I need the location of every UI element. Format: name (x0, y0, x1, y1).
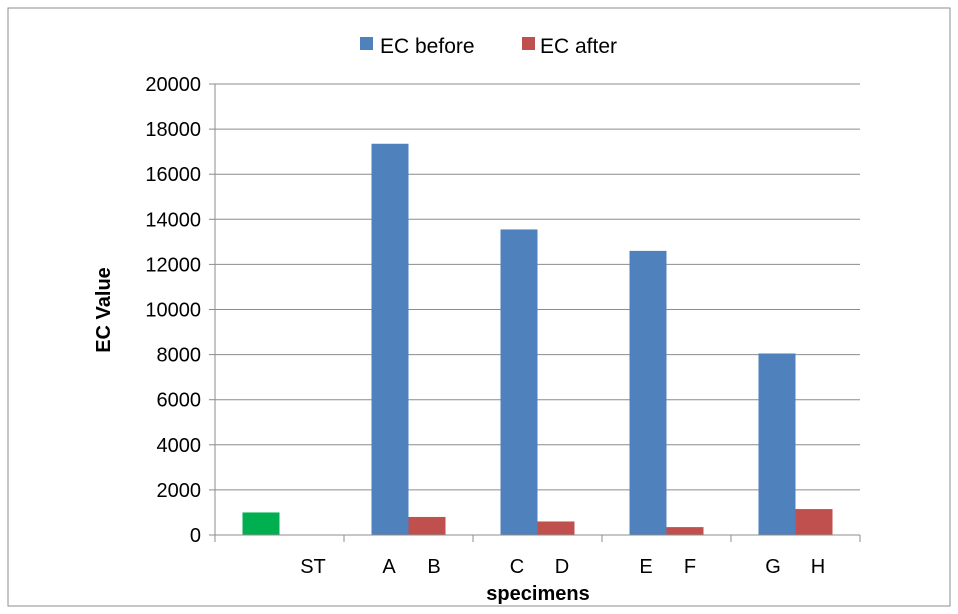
x-tick-labels: ST A B C D E F G H (300, 556, 825, 578)
x-tick-label: D (555, 556, 569, 578)
bar-ec-before-0 (242, 512, 280, 535)
y-tick-label: 8000 (157, 345, 202, 367)
bar-ec-before-3 (629, 250, 667, 535)
y-tick-label: 2000 (157, 480, 202, 502)
bar-ec-before-4 (758, 353, 796, 535)
bar-ec-before-1 (371, 143, 409, 535)
legend-swatch-ec-before (360, 37, 373, 50)
bar-ec-after-2 (537, 521, 575, 535)
bars (242, 143, 833, 535)
grid-lines (215, 83, 860, 491)
bar-ec-after-1 (408, 516, 446, 535)
legend: EC before EC after (360, 35, 617, 58)
legend-label-ec-before: EC before (380, 35, 475, 58)
y-tick-label: 18000 (145, 119, 201, 141)
y-axis-title: EC Value (93, 267, 115, 353)
y-tick-label: 10000 (145, 300, 201, 322)
y-tick-label: 20000 (145, 74, 201, 96)
y-tick-label: 12000 (145, 254, 201, 276)
bar-ec-before-2 (500, 229, 538, 535)
x-tick-label: H (811, 556, 825, 578)
y-tick-label: 0 (190, 525, 201, 547)
x-tick-label: G (765, 556, 781, 578)
y-tick-labels: 0 2000 4000 6000 8000 10000 12000 14000 16000 180… (145, 74, 201, 547)
bar-ec-after-3 (666, 527, 704, 535)
y-tick-label: 4000 (157, 435, 202, 457)
x-tick-label: E (639, 556, 652, 578)
x-axis-title: specimens (486, 583, 589, 605)
legend-label-ec-after: EC after (540, 35, 617, 58)
x-tick-label: B (427, 556, 440, 578)
x-tick-label: A (382, 556, 396, 578)
x-tick-label: C (510, 556, 524, 578)
y-tick-label: 16000 (145, 164, 201, 186)
y-tick-label: 6000 (157, 390, 202, 412)
axes (209, 83, 861, 542)
x-tick-label: ST (300, 556, 326, 578)
bar-ec-after-4 (795, 509, 833, 535)
y-tick-label: 14000 (145, 209, 201, 231)
legend-swatch-ec-after (522, 37, 535, 50)
x-tick-label: F (684, 556, 696, 578)
